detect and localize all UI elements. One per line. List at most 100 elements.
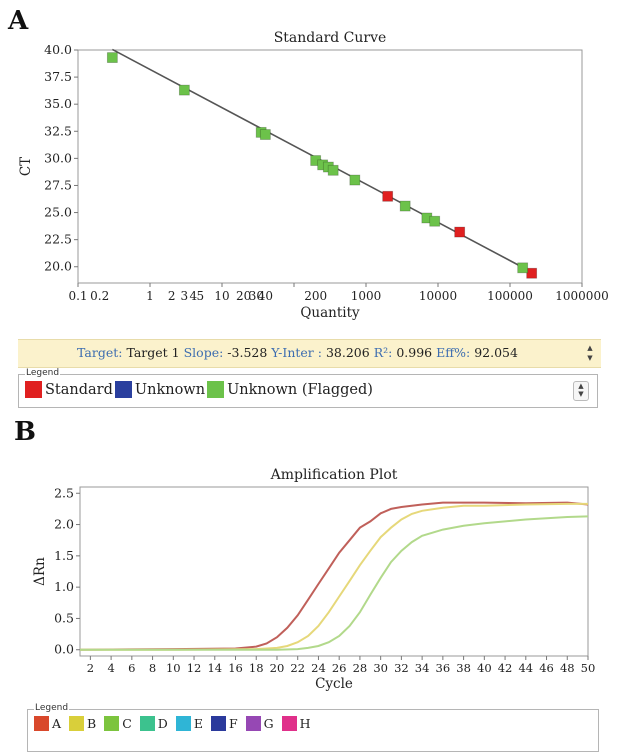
x-tick-label: 10 xyxy=(166,661,181,675)
standard-point xyxy=(382,190,394,202)
y-tick-label: 27.5 xyxy=(44,177,72,192)
legend-swatch xyxy=(69,716,85,731)
flagged-point xyxy=(327,164,339,176)
x-tick-label: 22 xyxy=(290,661,305,675)
standard-point xyxy=(526,267,538,279)
legend-item: D xyxy=(139,716,168,731)
y-tick-label: 20.0 xyxy=(44,259,72,274)
y-tick-label: 22.5 xyxy=(44,232,72,247)
standard-point xyxy=(454,226,466,238)
stats-r2-label: R²: xyxy=(373,345,393,360)
standard-curve-stats-bar: Target: Target 1 Slope: -3.528 Y-Inter :… xyxy=(18,339,601,368)
legend-label: C xyxy=(122,716,132,731)
legend-item: H xyxy=(281,716,311,731)
legend-scroll-icon[interactable]: ▲ ▼ xyxy=(573,381,589,401)
flagged-point xyxy=(349,174,361,186)
legend-item: E xyxy=(175,716,203,731)
x-tick-label: 8 xyxy=(149,661,156,675)
legend-swatch xyxy=(104,716,120,731)
legend-swatch xyxy=(34,716,49,731)
stats-scroll-down-icon[interactable]: ▼ xyxy=(587,354,593,362)
y-tick-label: 32.5 xyxy=(44,123,72,138)
legend-swatch xyxy=(210,716,226,731)
x-tick-label: 100000 xyxy=(487,289,533,303)
stats-r2-value: 0.996 xyxy=(396,345,433,360)
x-axis-label: Cycle xyxy=(315,676,353,692)
legend-label: Unknown (Flagged) xyxy=(227,381,373,398)
y-tick-label: 35.0 xyxy=(44,96,72,111)
plot-area xyxy=(79,486,589,657)
legend-label: Standard xyxy=(45,381,113,398)
x-tick-label: 42 xyxy=(498,661,513,675)
standard-curve-legend: Legend Standard Unknown Unknown (Flagged) … xyxy=(18,368,598,408)
x-tick-label: 1000 xyxy=(351,289,382,303)
legend-swatch xyxy=(25,381,42,398)
x-tick-label: 40 xyxy=(477,661,492,675)
legend-swatch xyxy=(139,716,155,731)
chart-title: Amplification Plot xyxy=(270,467,398,483)
flagged-point xyxy=(178,84,190,96)
stats-slope-label: Slope: xyxy=(183,345,224,360)
legend-title: Legend xyxy=(25,368,61,379)
legend-item: C xyxy=(104,716,132,731)
x-tick-label: 16 xyxy=(228,661,243,675)
y-tick-label: 30.0 xyxy=(44,150,72,165)
legend-item: Standard xyxy=(25,381,113,398)
legend-items-b: A B C D E F G H xyxy=(34,716,319,731)
legend-label: F xyxy=(228,716,238,731)
stats-target-value: Target 1 xyxy=(126,345,180,360)
legend-items: Standard Unknown Unknown (Flagged) xyxy=(25,381,375,398)
x-tick-label: 26 xyxy=(332,661,347,675)
stats-line: Target: Target 1 Slope: -3.528 Y-Inter :… xyxy=(18,345,577,360)
x-tick-label: 30 xyxy=(373,661,388,675)
x-tick-label: 28 xyxy=(353,661,368,675)
x-tick-label: 32 xyxy=(394,661,409,675)
legend-label: A xyxy=(52,716,62,731)
legend-swatch xyxy=(281,716,297,731)
x-tick-label: 50 xyxy=(581,661,596,675)
legend-label: E xyxy=(193,716,203,731)
x-tick-label: 14 xyxy=(207,661,222,675)
x-tick-label: 46 xyxy=(539,661,554,675)
amplification-legend: Legend A B C D E F G H xyxy=(27,703,599,752)
y-tick-label: 25.0 xyxy=(44,205,72,220)
y-tick-label: 1.0 xyxy=(54,579,74,594)
stats-scroll-up-icon[interactable]: ▲ xyxy=(587,344,593,352)
legend-label: B xyxy=(87,716,97,731)
legend-item: A xyxy=(34,716,61,731)
x-tick-label: 0.1 xyxy=(68,289,87,303)
y-axis-label: ΔRn xyxy=(32,557,48,586)
x-tick-label: 18 xyxy=(249,661,264,675)
stats-eff-value: 92.054 xyxy=(474,345,518,360)
flagged-point xyxy=(517,262,529,274)
legend-label: H xyxy=(299,716,311,731)
stats-slope-value: -3.528 xyxy=(227,345,268,360)
y-tick-label: 37.5 xyxy=(44,69,72,84)
x-tick-label: 3 xyxy=(181,289,189,303)
x-tick-label: 20 xyxy=(236,289,251,303)
x-tick-label: 1000000 xyxy=(555,289,608,303)
x-tick-label: 34 xyxy=(415,661,430,675)
y-tick-label: 2.5 xyxy=(54,485,74,500)
flagged-point xyxy=(429,215,441,227)
legend-item: G xyxy=(245,716,274,731)
legend-label: G xyxy=(263,716,274,731)
x-tick-label: 200 xyxy=(304,289,327,303)
x-tick-label: 48 xyxy=(560,661,575,675)
x-tick-label: 40 xyxy=(258,289,273,303)
legend-title-b: Legend xyxy=(34,703,70,714)
legend-item: F xyxy=(210,716,238,731)
x-tick-label: 6 xyxy=(128,661,135,675)
y-tick-label: 0.0 xyxy=(54,642,74,657)
panel-label-b: B xyxy=(14,417,36,447)
flagged-point xyxy=(399,200,411,212)
stats-yinter-label: Y-Inter : xyxy=(271,345,322,360)
x-tick-label: 0.2 xyxy=(90,289,109,303)
x-tick-label: 2 xyxy=(87,661,94,675)
legend-item: Unknown xyxy=(114,381,205,398)
stats-yinter-value: 38.206 xyxy=(325,345,370,360)
standard-curve-chart: Standard Curve 20.0 22.5 25.0 27.5 30.0 32.5 35… xyxy=(18,30,609,321)
x-tick-label: 1 xyxy=(146,289,154,303)
legend-swatch xyxy=(245,716,261,731)
